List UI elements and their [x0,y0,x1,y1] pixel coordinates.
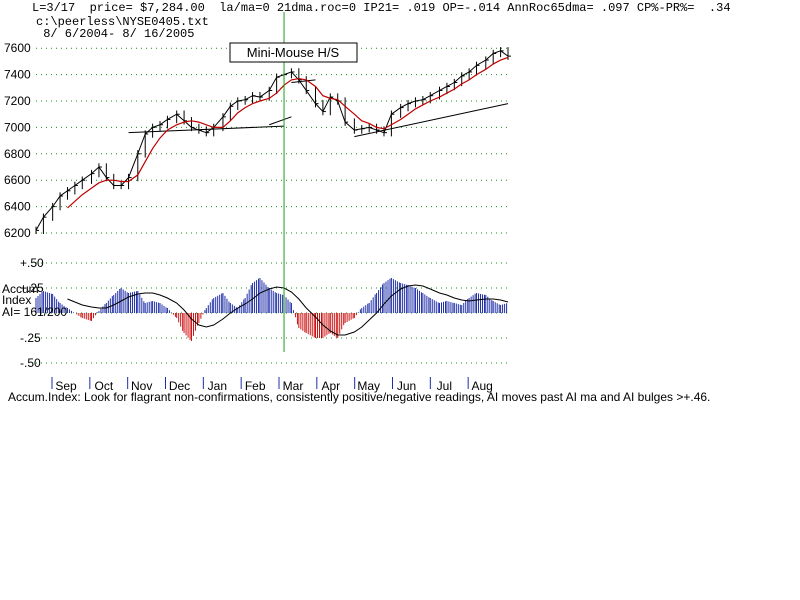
month-label: Jun [397,379,416,393]
trendline [291,79,316,84]
month-label: Nov [131,379,152,393]
price-y-tick-label: 7400 [4,68,31,82]
accum-caption: Accum.Index: Look for flagrant non-confi… [8,390,711,404]
accum-label: Accum Index AI= 161/200 [2,282,67,319]
price-line [35,50,509,231]
accum-moving-average [67,284,509,336]
header-file: c:\peerless\NYSE0405.txt [36,15,209,29]
accum-y-tick-label: -.25 [20,331,41,345]
accum-bar-layer [35,278,508,341]
accum-y-tick-label: +.25 [20,281,44,295]
month-label: Dec [169,379,190,393]
axis-layer: 7600 7400 7200 7000 6800 6600 6400 6200 +.50 +.25… [4,41,493,393]
accum-y-tick-label: +.50 [20,256,44,270]
price-y-tick-label: 6400 [4,200,31,214]
month-label: Oct [94,379,113,393]
grid-layer [36,47,508,364]
price-y-tick-label: 6600 [4,173,31,187]
annotation-text: Mini-Mouse H/S [247,45,340,60]
accum-y-tick-label: -.50 [20,356,41,370]
month-label: May [357,379,380,393]
month-label: Jan [208,379,227,393]
accum-label-line1: Accum [2,282,39,296]
trendline [269,116,292,126]
month-label: Sep [55,379,77,393]
month-label: Feb [245,379,266,393]
price-y-tick-label: 7000 [4,120,31,134]
accum-label-line3: AI= 161/200 [2,305,67,319]
price-y-tick-label: 7600 [4,41,31,55]
price-y-tick-label: 6800 [4,147,31,161]
header-range: 8/ 6/2004- 8/ 16/2005 [36,27,195,41]
annotation-box: Mini-Mouse H/S [229,42,358,63]
header-line-1: L=3/17 price= $7,284.00 la/ma=0 21dma.ro… [32,1,731,15]
month-label: Apr [321,379,340,393]
month-label: Mar [283,379,304,393]
month-label: Aug [471,379,492,393]
trendline [354,103,509,138]
price-y-tick-label: 7200 [4,94,31,108]
moving-average-layer [67,56,509,209]
accum-label-line2: Index [2,293,31,307]
accum-ma-layer [67,284,509,336]
price-moving-average [67,56,509,209]
trendline-layer [128,79,509,138]
month-label: Jul [437,379,452,393]
price-bar-layer [35,47,511,235]
price-y-tick-label: 6200 [4,226,31,240]
